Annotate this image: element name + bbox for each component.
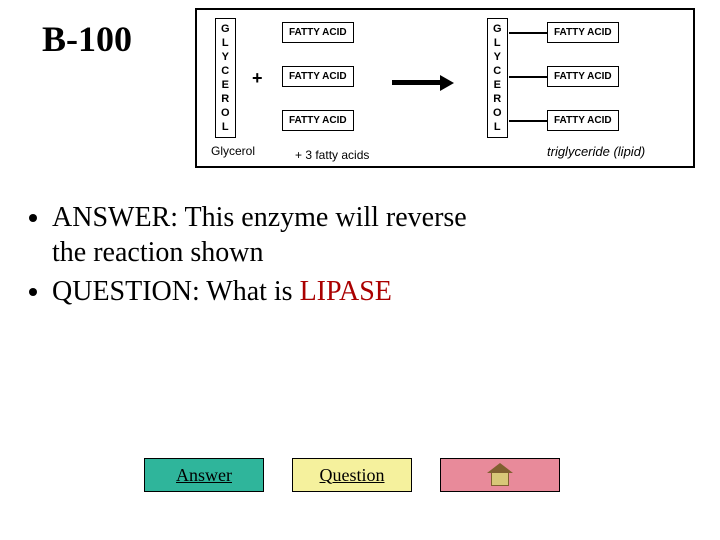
glycerol-letter: L <box>493 36 502 50</box>
glycerol-box-left: G L Y C E R O L <box>215 18 236 138</box>
caption-triglyceride: triglyceride (lipid) <box>547 144 645 159</box>
home-icon <box>487 463 513 487</box>
bond-line <box>509 120 547 122</box>
header-row: B-100 G L Y C E R O L + FATTY ACID FATTY… <box>0 0 720 168</box>
glycerol-box-right: G L Y C E R O L <box>487 18 508 138</box>
bond-line <box>509 76 547 78</box>
fatty-acid-box: FATTY ACID <box>282 22 354 43</box>
glycerol-letter: G <box>493 22 502 36</box>
fatty-acid-box: FATTY ACID <box>282 66 354 87</box>
content-list: ANSWER: This enzyme will reverse the rea… <box>0 200 720 309</box>
fatty-acid-box: FATTY ACID <box>547 110 619 131</box>
glycerol-letter: C <box>493 64 502 78</box>
reaction-diagram: G L Y C E R O L + FATTY ACID FATTY ACID … <box>195 8 695 168</box>
glycerol-letter: O <box>221 106 230 120</box>
glycerol-letter: Y <box>221 50 230 64</box>
fatty-acid-box: FATTY ACID <box>547 22 619 43</box>
category-label: B-100 <box>42 18 187 60</box>
glycerol-letter: L <box>221 36 230 50</box>
caption-glycerol: Glycerol <box>211 144 255 158</box>
question-button[interactable]: Question <box>292 458 412 492</box>
question-prefix: QUESTION: <box>52 276 206 307</box>
question-text: What is <box>206 276 299 307</box>
button-row: Answer Question <box>144 458 560 492</box>
answer-button[interactable]: Answer <box>144 458 264 492</box>
answer-bullet: ANSWER: This enzyme will reverse the rea… <box>52 200 472 270</box>
question-bullet: QUESTION: What is LIPASE <box>52 274 472 309</box>
glycerol-letter: G <box>221 22 230 36</box>
glycerol-letter: L <box>221 120 230 134</box>
fatty-acid-box: FATTY ACID <box>282 110 354 131</box>
fatty-acid-box: FATTY ACID <box>547 66 619 87</box>
glycerol-letter: E <box>221 78 230 92</box>
glycerol-letter: R <box>221 92 230 106</box>
glycerol-letter: C <box>221 64 230 78</box>
glycerol-letter: R <box>493 92 502 106</box>
bond-line <box>509 32 547 34</box>
glycerol-letter: Y <box>493 50 502 64</box>
glycerol-letter: E <box>493 78 502 92</box>
answer-prefix: ANSWER: <box>52 202 185 233</box>
caption-fatty-acids: + 3 fatty acids <box>295 148 369 162</box>
glycerol-letter: L <box>493 120 502 134</box>
glycerol-letter: O <box>493 106 502 120</box>
highlight-word: LIPASE <box>300 276 392 307</box>
plus-sign: + <box>252 68 263 89</box>
home-button[interactable] <box>440 458 560 492</box>
